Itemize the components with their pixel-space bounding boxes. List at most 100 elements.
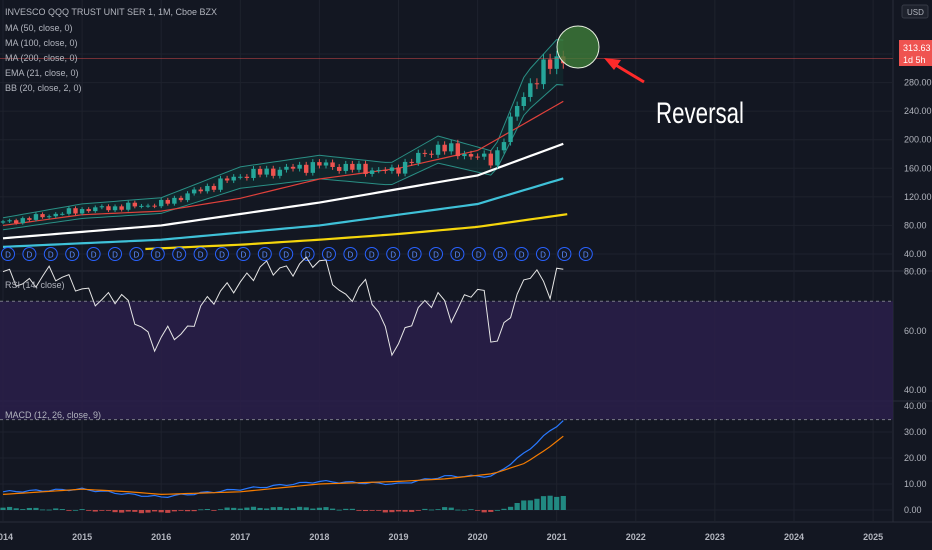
macd-histogram-bar — [382, 510, 388, 513]
dividend-marker[interactable] — [429, 247, 443, 261]
dividend-marker[interactable] — [386, 247, 401, 261]
time-axis-label: 2019 — [388, 532, 408, 542]
macd-histogram-bar — [217, 509, 224, 511]
candle-body — [462, 154, 467, 157]
dividend-marker[interactable] — [22, 247, 37, 261]
macd-histogram-bar — [488, 510, 494, 512]
dividend-marker[interactable] — [578, 247, 593, 261]
macd-histogram-bar — [66, 510, 72, 511]
dividend-marker-label: D — [5, 250, 11, 259]
macd-histogram-bar — [132, 510, 138, 512]
dividend-marker[interactable] — [343, 247, 358, 261]
macd-histogram-bar — [540, 496, 547, 510]
macd-histogram-bar — [26, 507, 32, 510]
candle-body — [132, 202, 138, 207]
candle-body — [402, 161, 408, 174]
rsi-axis-label: 60.00 — [904, 326, 927, 336]
dividend-marker[interactable] — [150, 247, 165, 261]
macd-title: MACD (12, 26, close, 9) — [5, 410, 101, 420]
time-axis-label: 2017 — [230, 532, 250, 542]
dividend-marker[interactable] — [1, 247, 15, 261]
macd-histogram-bar — [86, 510, 92, 511]
time-axis-label: 2020 — [468, 532, 488, 542]
macd-histogram-bar — [264, 508, 270, 510]
time-axis-label: 2024 — [784, 532, 804, 542]
candle-body — [119, 206, 124, 210]
macd-histogram-bar — [323, 507, 329, 510]
macd-histogram-bar — [145, 510, 151, 513]
candle-body — [145, 205, 151, 207]
macd-axis-label: 10.00 — [904, 479, 927, 489]
dividend-marker[interactable] — [129, 247, 144, 261]
dividend-marker-label: D — [562, 250, 568, 259]
candle-body — [284, 166, 289, 170]
macd-histogram-bar — [178, 510, 184, 511]
macd-signal-line — [2, 435, 564, 496]
rsi-axis-label: 40.00 — [904, 385, 927, 395]
dividend-marker[interactable] — [557, 247, 572, 261]
dividend-marker[interactable] — [215, 247, 229, 261]
dividend-marker[interactable] — [236, 247, 251, 261]
macd-histogram-bar — [20, 509, 26, 510]
macd-histogram-bar — [501, 508, 507, 510]
candle-body — [152, 205, 157, 207]
candle-countdown: 1d 5h — [903, 55, 926, 65]
dividend-marker-label: D — [390, 250, 396, 259]
candle-body — [475, 156, 480, 158]
rsi-pane[interactable] — [0, 256, 893, 421]
candle-body — [159, 199, 164, 207]
dividend-marker[interactable] — [493, 247, 508, 261]
candle-body — [73, 208, 78, 214]
candle-body — [534, 83, 540, 85]
ema21-line — [2, 100, 564, 227]
dividend-marker[interactable] — [108, 247, 122, 261]
macd-histogram-bar — [422, 508, 428, 510]
dividend-marker[interactable] — [193, 247, 208, 261]
dividend-marker[interactable] — [407, 247, 422, 261]
dividend-marker[interactable] — [450, 247, 465, 261]
dividend-marker[interactable] — [300, 247, 315, 261]
dividend-marker-label: D — [48, 250, 54, 259]
macd-histogram-bar — [356, 510, 362, 511]
macd-histogram-bar — [237, 508, 243, 510]
macd-pane[interactable] — [0, 420, 566, 514]
candle-body — [389, 167, 395, 171]
dividend-marker[interactable] — [86, 247, 101, 261]
macd-histogram-bar — [297, 506, 303, 510]
dividend-marker[interactable] — [257, 247, 272, 261]
dividend-marker[interactable] — [322, 247, 336, 261]
price-axis-label: 240.00 — [904, 106, 932, 116]
rsi-line — [2, 256, 564, 357]
dividend-marker[interactable] — [172, 247, 187, 261]
macd-histogram-bar — [494, 509, 500, 511]
candle-body — [106, 206, 111, 211]
dividend-marker-label: D — [112, 250, 118, 259]
macd-histogram-bar — [191, 510, 197, 512]
candle-body — [521, 96, 526, 107]
candle-body — [7, 220, 12, 222]
macd-histogram-bar — [165, 510, 171, 513]
macd-histogram-bar — [6, 506, 13, 510]
macd-histogram-bar — [270, 507, 276, 510]
currency-button[interactable]: USD — [901, 4, 929, 19]
legend-ema21: EMA (21, close, 0) — [5, 68, 79, 78]
dividend-marker[interactable] — [471, 247, 486, 261]
dividend-marker[interactable] — [43, 247, 58, 261]
dividend-marker[interactable] — [279, 247, 294, 261]
price-axis-label: 40.00 — [904, 249, 927, 259]
dividend-marker[interactable] — [514, 247, 529, 261]
candle-body — [198, 189, 203, 192]
candle-body — [290, 166, 296, 169]
dividend-marker[interactable] — [536, 247, 550, 261]
ma50-line — [2, 142, 564, 240]
candle-body — [218, 178, 223, 190]
candle-body — [86, 209, 91, 212]
candle-body — [79, 209, 85, 214]
dividend-marker-label: D — [519, 250, 525, 259]
dividend-marker[interactable] — [364, 247, 379, 261]
macd-histogram-bar — [231, 507, 237, 510]
dividend-marker[interactable] — [65, 247, 80, 261]
legend-ma50: MA (50, close, 0) — [5, 23, 73, 33]
